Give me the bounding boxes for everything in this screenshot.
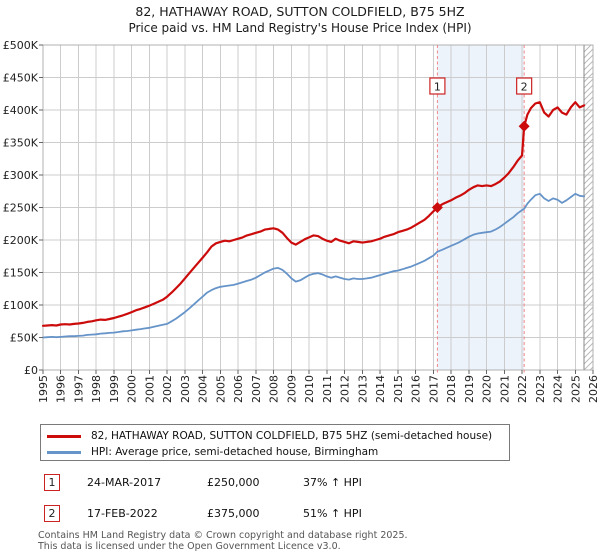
svg-text:2017: 2017 <box>427 375 440 403</box>
sale-2-hpi-delta: 51% ↑ HPI <box>303 507 362 520</box>
svg-text:1: 1 <box>434 81 441 94</box>
svg-text:2010: 2010 <box>303 375 316 403</box>
svg-text:£100K: £100K <box>3 299 39 312</box>
sale-annotations: 1 24-MAR-2017 £250,000 37% ↑ HPI 2 17-FE… <box>40 474 580 536</box>
sale-2-price: £375,000 <box>207 507 260 520</box>
sale-point-marker <box>518 120 530 132</box>
svg-text:2024: 2024 <box>552 375 565 403</box>
sale-number-badge <box>516 77 533 95</box>
svg-text:2025: 2025 <box>569 375 582 403</box>
svg-text:2014: 2014 <box>374 375 387 403</box>
svg-text:2004: 2004 <box>197 375 210 403</box>
property-price-line <box>41 101 586 327</box>
hpi-line <box>42 192 585 339</box>
svg-text:2022: 2022 <box>516 375 529 403</box>
page-subtitle: Price paid vs. HM Land Registry's House … <box>128 21 472 35</box>
svg-text:£500K: £500K <box>3 39 39 52</box>
svg-text:2020: 2020 <box>481 375 494 403</box>
svg-text:2: 2 <box>521 81 528 94</box>
license-footer: Contains HM Land Registry data © Crown c… <box>38 530 408 552</box>
svg-text:1998: 1998 <box>90 375 103 403</box>
svg-text:£350K: £350K <box>3 137 39 150</box>
sale-number-badge <box>429 77 446 95</box>
sale-row-1: 1 24-MAR-2017 £250,000 37% ↑ HPI <box>40 474 580 491</box>
svg-text:2002: 2002 <box>161 375 174 403</box>
svg-text:2000: 2000 <box>126 375 139 403</box>
chart-legend: 82, HATHAWAY ROAD, SUTTON COLDFIELD, B75… <box>40 424 510 461</box>
legend-label-hpi: HPI: Average price, semi-detached house,… <box>91 446 379 458</box>
legend-row-hpi: HPI: Average price, semi-detached house,… <box>47 444 509 460</box>
legend-label-property: 82, HATHAWAY ROAD, SUTTON COLDFIELD, B75… <box>91 430 493 442</box>
svg-text:£400K: £400K <box>3 104 39 117</box>
svg-text:2016: 2016 <box>410 375 423 403</box>
svg-text:2003: 2003 <box>179 375 192 403</box>
svg-text:2012: 2012 <box>339 375 352 403</box>
svg-text:2026: 2026 <box>587 375 600 403</box>
sale-1-date: 24-MAR-2017 <box>87 476 162 489</box>
svg-text:£250K: £250K <box>3 202 39 215</box>
svg-text:1996: 1996 <box>55 375 68 403</box>
svg-text:2005: 2005 <box>214 375 227 403</box>
svg-text:£200K: £200K <box>3 234 39 247</box>
svg-text:£300K: £300K <box>3 169 39 182</box>
svg-text:£50K: £50K <box>10 332 39 345</box>
page-title: 82, HATHAWAY ROAD, SUTTON COLDFIELD, B75… <box>135 4 465 19</box>
price-history-chart: 1 2 £0 £50K £100K £150K £200K £250K £300K £350K £4… <box>3 39 600 403</box>
footer-line-2: This data is licensed under the Open Gov… <box>38 541 341 552</box>
svg-text:2013: 2013 <box>356 375 369 403</box>
svg-text:2019: 2019 <box>463 375 476 403</box>
svg-text:2007: 2007 <box>250 375 263 403</box>
svg-text:2023: 2023 <box>534 375 547 403</box>
svg-text:2018: 2018 <box>445 375 458 403</box>
svg-text:2001: 2001 <box>143 375 156 403</box>
sale-1-badge: 1 <box>44 474 60 491</box>
svg-text:1997: 1997 <box>72 375 85 403</box>
svg-text:2015: 2015 <box>392 375 405 403</box>
svg-text:£0: £0 <box>24 364 38 377</box>
svg-text:2011: 2011 <box>321 375 334 403</box>
svg-text:1999: 1999 <box>108 375 121 403</box>
svg-text:2008: 2008 <box>268 375 281 403</box>
svg-text:1995: 1995 <box>37 375 50 403</box>
future-hatch-region <box>584 45 593 370</box>
property-line-swatch <box>47 434 81 438</box>
sale-row-2: 2 17-FEB-2022 £375,000 51% ↑ HPI <box>40 505 580 522</box>
sale-2-date: 17-FEB-2022 <box>87 507 158 520</box>
svg-text:2021: 2021 <box>498 375 511 403</box>
sale-1-hpi-delta: 37% ↑ HPI <box>303 476 362 489</box>
legend-row-property: 82, HATHAWAY ROAD, SUTTON COLDFIELD, B75… <box>47 428 509 444</box>
footer-line-1: Contains HM Land Registry data © Crown c… <box>38 530 408 541</box>
svg-text:£450K: £450K <box>3 72 39 85</box>
sale-2-badge: 2 <box>44 505 60 522</box>
svg-text:2009: 2009 <box>285 375 298 403</box>
hpi-line-swatch <box>47 450 81 454</box>
sale-point-marker <box>431 202 443 213</box>
sale-1-price: £250,000 <box>207 476 260 489</box>
svg-text:£150K: £150K <box>3 267 39 280</box>
svg-text:2006: 2006 <box>232 375 245 403</box>
